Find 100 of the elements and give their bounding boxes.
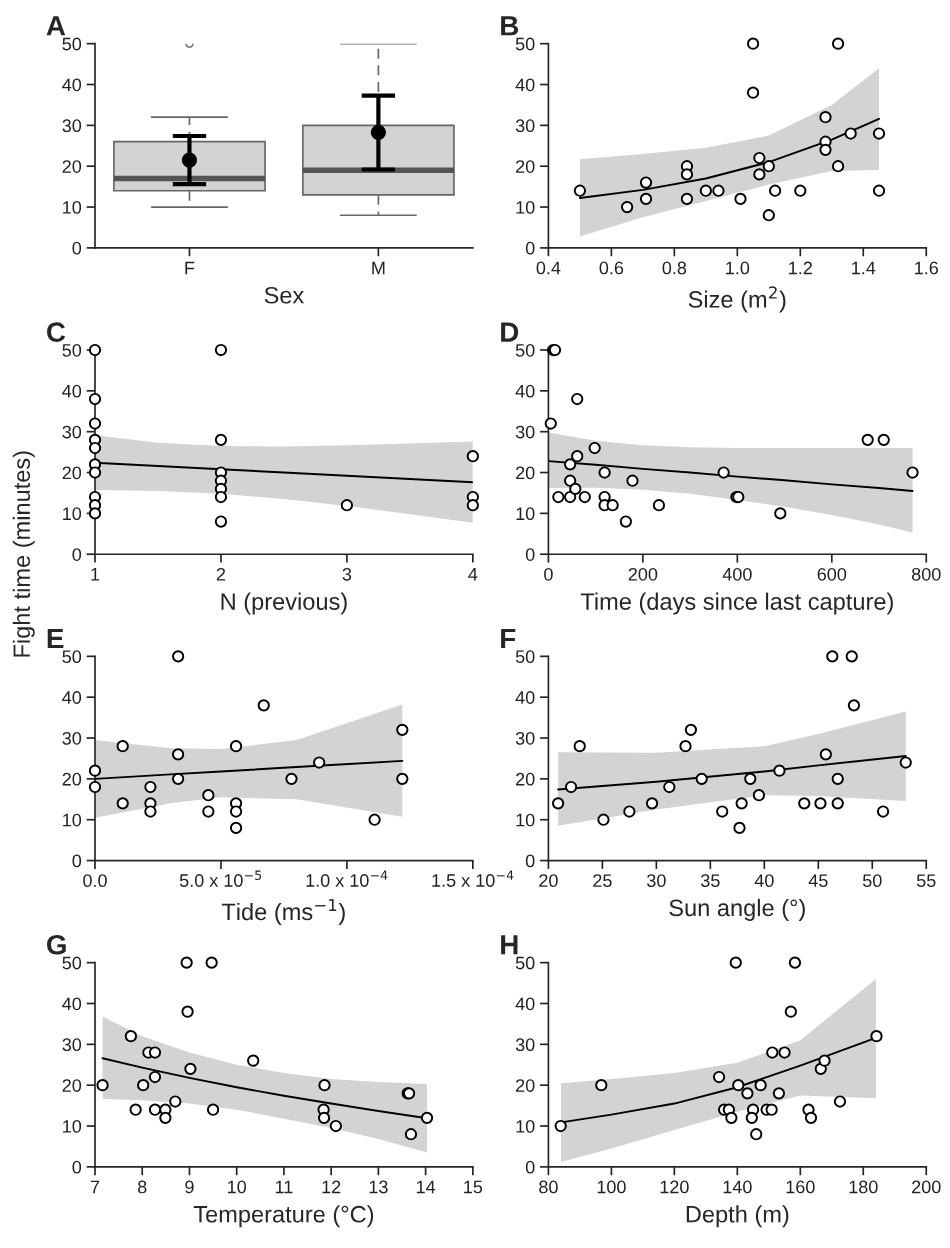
y-tick-label: 10 (516, 813, 535, 827)
y-tick-label: 40 (62, 997, 82, 1011)
y-tick-label: 40 (62, 384, 82, 398)
y-tick-label: 50 (62, 37, 82, 51)
y-tick-label: 20 (62, 466, 82, 480)
y-tick-label: 20 (516, 466, 535, 480)
chart-title: A (46, 16, 66, 36)
x-tick-label: 1.0 (726, 261, 750, 275)
x-axis-title: Depth (m) (686, 1205, 789, 1228)
x-tick-label: 80 (539, 1180, 558, 1194)
x-tick-label: 0.0 (83, 874, 107, 888)
x-tick-label: 1.4 (852, 261, 876, 275)
y-tick-label: 20 (516, 1079, 535, 1092)
x-tick-label: 0.4 (536, 261, 561, 275)
x-tick-label: 600 (817, 567, 847, 581)
x-tick-label: 50 (862, 874, 882, 888)
y-tick-label: 10 (516, 507, 535, 521)
y-tick-label: 10 (516, 1119, 535, 1133)
x-tick-label: 30 (647, 874, 666, 888)
x-tick-label: 160 (786, 1180, 815, 1194)
y-tick-label: 0 (525, 1160, 535, 1174)
x-tick-label: 120 (660, 1180, 689, 1194)
x-tick-label: 800 (911, 567, 941, 581)
x-tick-label: F (185, 261, 195, 275)
x-tick-label: 200 (628, 567, 658, 581)
x-axis-title: Sex (264, 286, 305, 304)
y-tick-label: 0 (525, 241, 535, 255)
x-tick-label: 0.6 (599, 261, 624, 275)
x-tick-label: 2 (216, 567, 226, 581)
x-axis-title: Time (days since last capture) (580, 592, 893, 615)
y-tick-label: 40 (62, 691, 82, 704)
text: Fight time (minutes) (12, 451, 35, 657)
y-tick-label: 50 (515, 650, 535, 664)
y-tick-label: 50 (62, 956, 82, 970)
y-tick-label: 0 (72, 241, 82, 255)
x-tick-label: 55 (916, 874, 936, 888)
y-tick-label: 20 (62, 160, 82, 173)
x-tick-label: 1 (91, 568, 100, 581)
x-tick-label: 5.0 x 10$^{−5}$ (179, 870, 262, 887)
y-tick-label: 20 (516, 160, 535, 173)
x-tick-label: 400 (722, 567, 752, 581)
x-tick-label: 0.8 (662, 261, 687, 275)
x-axis-title: Sun angle (°) (669, 898, 805, 921)
y-tick-label: 10 (63, 813, 82, 827)
x-tick-label: 14 (416, 1180, 436, 1194)
y-tick-label: 20 (62, 772, 82, 786)
y-tick-label: 0 (72, 1160, 82, 1174)
y-tick-label: 10 (63, 507, 82, 521)
y-tick-label: 20 (62, 1079, 82, 1092)
y-tick-label: 40 (515, 997, 535, 1011)
x-tick-label: 20 (539, 874, 558, 888)
y-tick-label: 0 (72, 854, 82, 868)
y-tick-label: 30 (515, 119, 535, 133)
chart-title: D (501, 322, 519, 342)
x-tick-label: 12 (322, 1180, 341, 1194)
chart-title: H (501, 935, 518, 955)
x-tick-label: 7 (90, 1180, 100, 1194)
y-tick-label: 30 (515, 731, 535, 745)
y-tick-label: 40 (515, 384, 535, 398)
x-tick-label: 0 (544, 567, 553, 581)
chart-title: F (501, 628, 516, 648)
y-tick-label: 40 (515, 78, 535, 92)
x-tick-label: 140 (723, 1180, 752, 1194)
y-tick-label: 30 (62, 731, 82, 745)
x-tick-label: 13 (369, 1180, 388, 1194)
y-tick-label: 10 (63, 1119, 82, 1133)
x-tick-label: 45 (808, 874, 828, 888)
x-tick-label: 8 (137, 1180, 147, 1194)
y-tick-label: 30 (62, 119, 82, 133)
x-tick-label: 9 (185, 1180, 194, 1194)
x-tick-label: M (372, 261, 385, 275)
y-tick-label: 20 (516, 772, 535, 786)
x-tick-label: 35 (700, 874, 720, 888)
chart-title: E (47, 628, 64, 648)
y-tick-label: 40 (62, 78, 82, 92)
x-tick-label: 100 (597, 1180, 626, 1194)
chart-title: C (47, 322, 66, 342)
y-tick-label: 30 (62, 425, 82, 439)
x-tick-label: 180 (849, 1180, 878, 1194)
x-tick-label: 40 (754, 874, 774, 888)
x-tick-label: 4 (468, 568, 478, 581)
y-tick-label: 0 (72, 548, 82, 561)
x-tick-label: 11 (275, 1180, 293, 1194)
y-tick-label: 30 (515, 1038, 535, 1052)
y-tick-label: 10 (516, 200, 535, 214)
chart-title: B (501, 16, 519, 36)
x-axis-title: Tide (ms$^{−1}$) (221, 898, 345, 925)
x-tick-label: 10 (228, 1180, 247, 1194)
x-tick-label: 1.5 x 10$^{−4}$ (432, 870, 514, 887)
x-tick-label: 1.0 x 10$^{−4}$ (306, 870, 388, 887)
y-tick-label: 50 (62, 650, 82, 664)
x-tick-label: 1.2 (789, 261, 812, 275)
y-tick-label: 0 (525, 854, 535, 868)
x-tick-label: 1.6 (915, 261, 939, 275)
x-tick-label: 200 (912, 1180, 941, 1194)
x-axis-title: N (previous) (221, 592, 347, 615)
y-tick-label: 50 (515, 956, 535, 970)
y-tick-label: 30 (515, 425, 535, 439)
y-tick-label: 50 (515, 343, 535, 357)
x-axis-title: Size (m$^{2}$) (688, 286, 786, 313)
